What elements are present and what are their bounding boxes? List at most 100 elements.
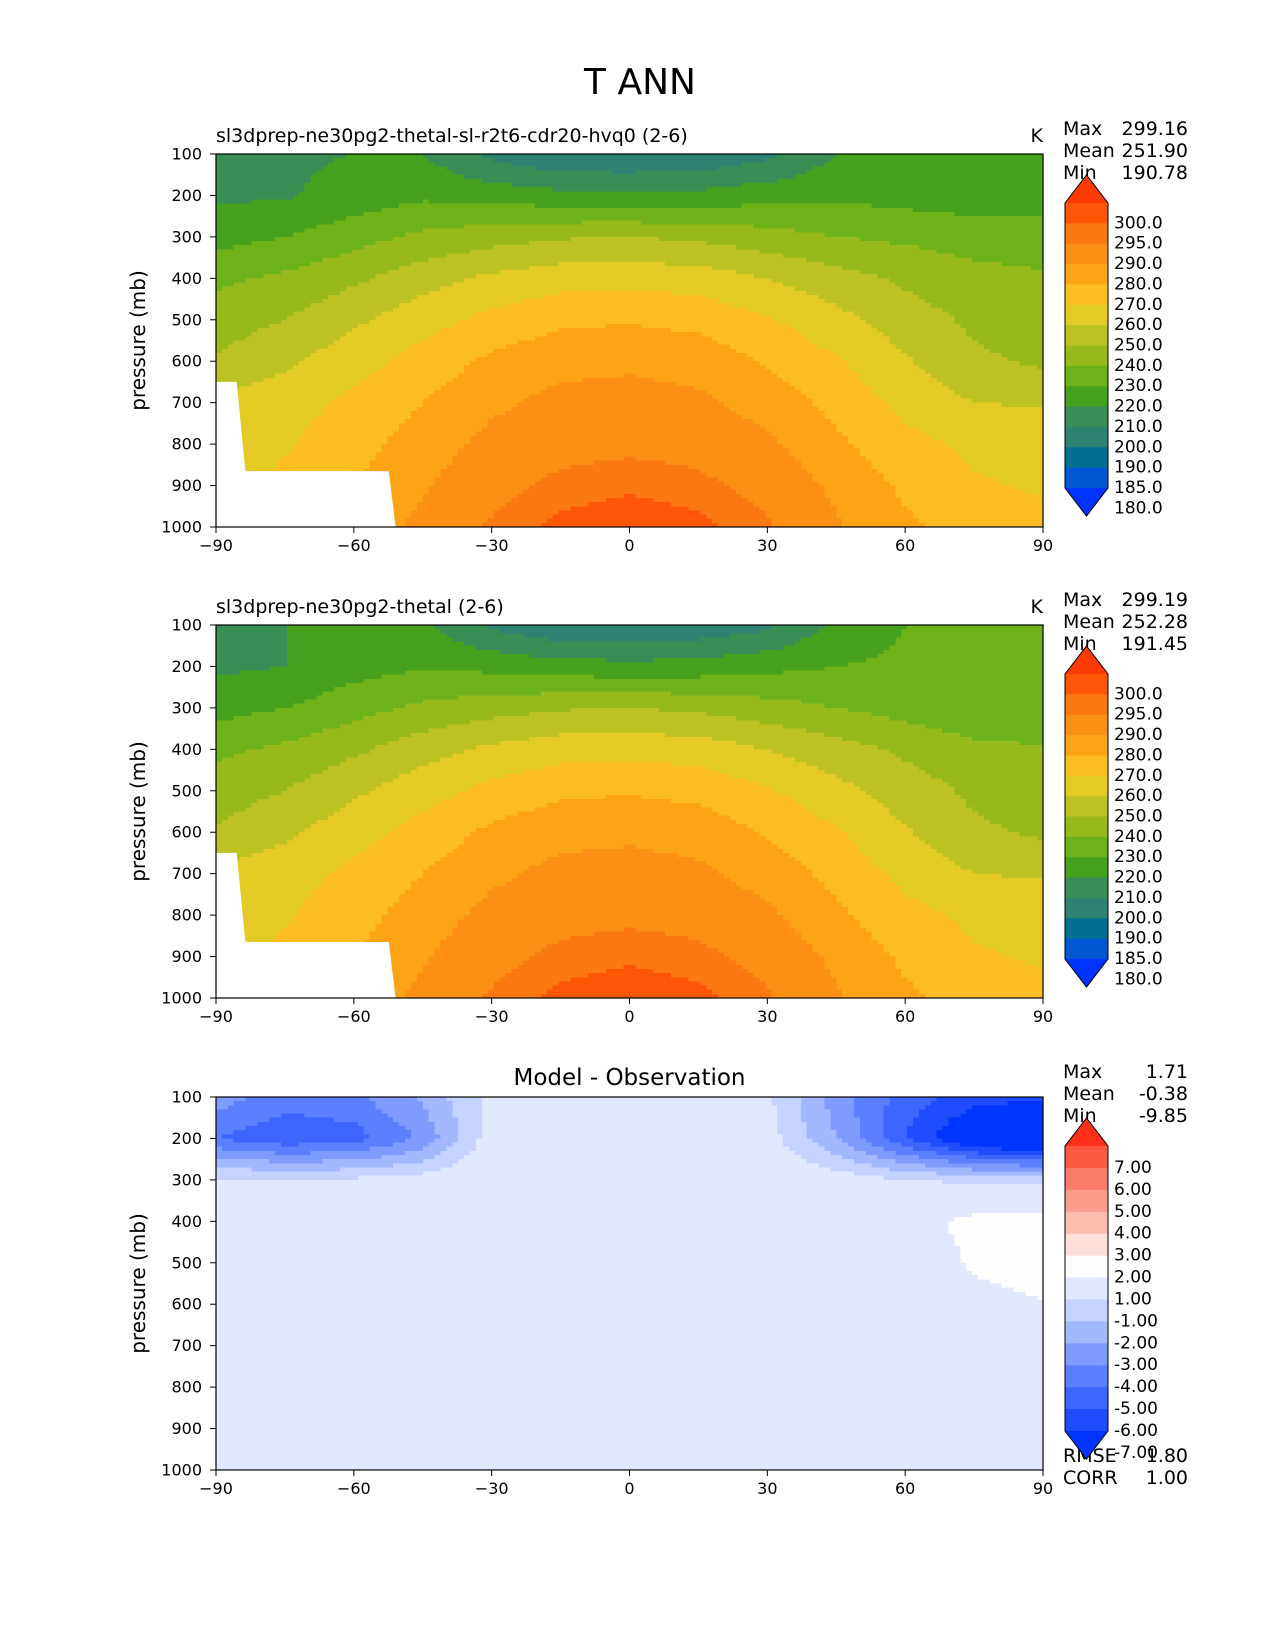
contour-cell bbox=[918, 365, 1038, 371]
contour-cell bbox=[1001, 402, 1044, 408]
contour-cell bbox=[405, 1150, 442, 1156]
contour-cell bbox=[316, 819, 406, 825]
contour-cell bbox=[853, 1159, 896, 1164]
y-tick-label: 300 bbox=[171, 1170, 202, 1189]
contour-cell bbox=[777, 435, 849, 441]
contour-cell bbox=[363, 473, 442, 478]
contour-cell bbox=[275, 931, 371, 937]
colorbar-band bbox=[1065, 426, 1108, 448]
x-axis: −90 −60 −30 0 30 60 90 bbox=[199, 1470, 1053, 1498]
contour-cell bbox=[818, 815, 896, 821]
contour-cell bbox=[440, 473, 548, 478]
contour-cell bbox=[405, 348, 495, 354]
contour-cell bbox=[393, 707, 572, 713]
contour-cell bbox=[216, 265, 300, 271]
contour-cell bbox=[871, 1163, 926, 1169]
contour-cell bbox=[216, 1117, 270, 1123]
contour-cell bbox=[216, 1229, 950, 1235]
contour-cell bbox=[387, 270, 501, 275]
contour-cell bbox=[830, 1126, 861, 1131]
contour-cell bbox=[216, 910, 300, 916]
contour-cell bbox=[334, 158, 430, 163]
contour-cell bbox=[718, 770, 826, 775]
contour-cell bbox=[765, 514, 837, 520]
contour-cell bbox=[800, 1117, 831, 1123]
contour-cell bbox=[877, 274, 1044, 279]
x-tick-label: −90 bbox=[199, 1007, 233, 1026]
contour-cell bbox=[216, 935, 276, 941]
contour-cell bbox=[883, 1121, 914, 1127]
contour-cell bbox=[458, 1130, 483, 1135]
contour-cell bbox=[824, 232, 1044, 238]
contour-cell bbox=[523, 960, 737, 966]
contour-cell bbox=[422, 873, 518, 879]
contour-fill bbox=[216, 625, 1044, 999]
contour-cell bbox=[487, 518, 548, 524]
contour-cell bbox=[399, 894, 489, 900]
contour-cell bbox=[830, 819, 902, 825]
contour-cell bbox=[664, 261, 826, 267]
x-tick-label: −60 bbox=[337, 1007, 371, 1026]
contour-cell bbox=[216, 311, 294, 317]
contour-cell bbox=[706, 985, 766, 991]
contour-cell bbox=[499, 977, 572, 983]
contour-cell bbox=[836, 823, 908, 829]
contour-cell bbox=[216, 674, 382, 680]
contour-cell bbox=[251, 803, 347, 808]
contour-cell bbox=[428, 257, 808, 263]
contour-cell bbox=[216, 158, 335, 163]
contour-cell bbox=[901, 633, 1044, 639]
contour-cell bbox=[422, 402, 518, 408]
contour-cell bbox=[836, 774, 932, 779]
y-tick-label: 500 bbox=[171, 1253, 202, 1272]
contour-cell bbox=[363, 939, 442, 945]
contour-cell bbox=[824, 485, 896, 491]
contour-cell bbox=[824, 1105, 855, 1111]
contour-cell bbox=[771, 369, 855, 375]
contour-cell bbox=[824, 703, 1044, 709]
contour-cell bbox=[924, 299, 1044, 304]
contour-cell bbox=[280, 270, 388, 275]
contour-cell bbox=[848, 361, 914, 366]
contour-cell bbox=[877, 745, 1044, 750]
contour-cell bbox=[458, 919, 790, 924]
contour-cell bbox=[470, 910, 778, 916]
contour-cell bbox=[216, 782, 294, 788]
units-label: K bbox=[1031, 125, 1044, 147]
colorbar: 300.0295.0290.0280.0270.0260.0250.0240.0… bbox=[1064, 645, 1163, 989]
contour-cell bbox=[216, 811, 235, 817]
stat-min-value: 191.45 bbox=[1122, 633, 1188, 655]
contour-cell bbox=[924, 902, 1044, 908]
contour-cell bbox=[895, 485, 1015, 491]
contour-cell bbox=[216, 319, 282, 325]
contour-cell bbox=[251, 199, 424, 205]
contour-cell bbox=[901, 348, 991, 354]
contour-cell bbox=[653, 658, 867, 663]
contour-cell bbox=[216, 261, 312, 267]
contour-cell bbox=[422, 1146, 447, 1152]
contour-cell bbox=[322, 691, 542, 697]
contour-cell bbox=[859, 373, 932, 379]
contour-cell bbox=[345, 803, 436, 808]
contour-cell bbox=[540, 294, 707, 300]
contour-cell bbox=[765, 836, 849, 842]
contour-cell bbox=[375, 923, 459, 929]
contour-cell bbox=[706, 241, 891, 246]
contour-cell bbox=[298, 191, 1044, 197]
contour-cell bbox=[859, 786, 955, 792]
contour-cell bbox=[422, 398, 524, 404]
contour-cell bbox=[446, 1097, 483, 1102]
contour-cell bbox=[216, 415, 318, 420]
contour-cell bbox=[216, 1159, 270, 1164]
contour-cell bbox=[499, 741, 737, 746]
contour-cell bbox=[635, 456, 796, 462]
contour-cell bbox=[280, 741, 388, 746]
contour-cell bbox=[216, 1279, 991, 1285]
contour-cell bbox=[889, 811, 979, 817]
contour-cell bbox=[788, 452, 861, 458]
contour-cell bbox=[422, 968, 512, 974]
contour-cell bbox=[216, 303, 312, 308]
contour-cell bbox=[570, 464, 690, 470]
contour-cell bbox=[783, 670, 1044, 676]
contour-cell bbox=[830, 497, 902, 503]
